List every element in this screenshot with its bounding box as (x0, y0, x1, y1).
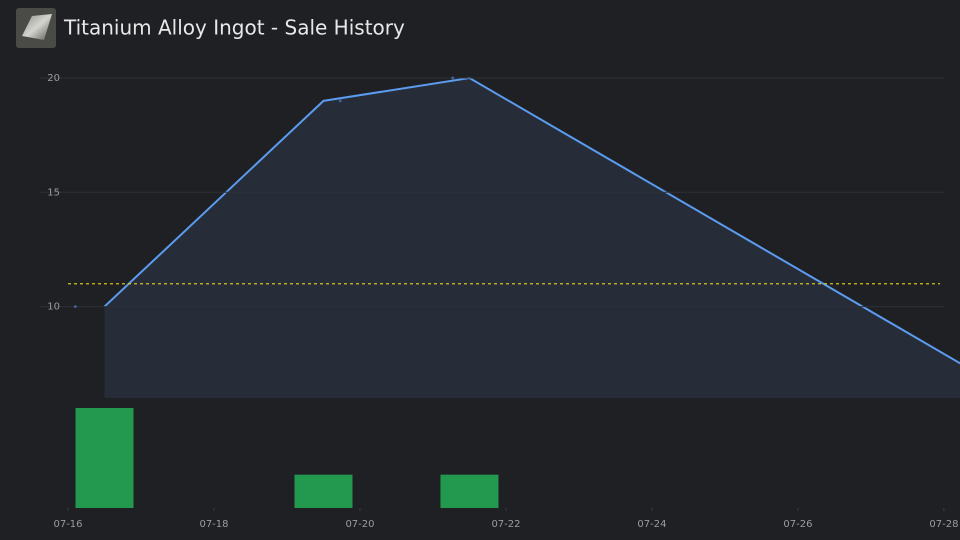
price-line (103, 76, 960, 365)
plot (103, 76, 960, 398)
volume-bar (294, 474, 353, 508)
area (104, 78, 960, 398)
x-tick-label: 07-22 (491, 519, 520, 530)
x-tick-label: 07-18 (199, 519, 228, 530)
y-tick-label: 20 (47, 73, 60, 84)
volume-bar (440, 474, 499, 508)
x-tick-label: 07-26 (783, 519, 812, 530)
y-tick-label: 15 (47, 187, 60, 198)
x-tick-label: 07-24 (637, 519, 666, 530)
sale-point (451, 76, 455, 80)
item-icon (16, 8, 56, 48)
sale-point (73, 305, 77, 309)
x-tick-label: 07-16 (53, 519, 82, 530)
volume-bar (75, 408, 134, 508)
sale-point (338, 99, 342, 103)
x-tick-label: 07-20 (345, 519, 374, 530)
chart-title: Titanium Alloy Ingot - Sale History (63, 16, 405, 40)
x-tick-label: 07-28 (929, 519, 958, 530)
y-tick-label: 10 (47, 302, 60, 313)
